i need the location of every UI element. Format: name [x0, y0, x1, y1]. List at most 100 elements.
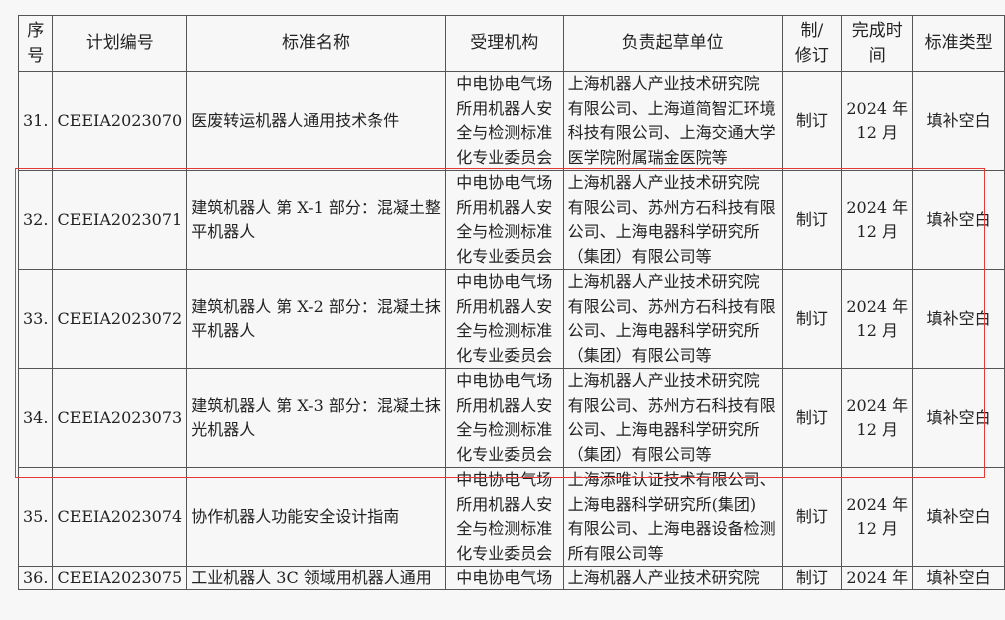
cell-revision-type: 制订: [781, 368, 843, 468]
table-row: 31. CEEIA2023070 医废转运机器人通用技术条件 中电协电气场 所用机器人安…: [17, 71, 1005, 171]
cell-completion-time: 2024 年 12 月: [841, 269, 914, 369]
cell-line: 全与检测标准: [456, 420, 553, 439]
cell-line: 化专业委员会: [456, 543, 553, 563]
cell-line: 公司、上海电器科学研究所: [567, 420, 760, 439]
cell-line: 上海机器人产业技术研究院: [567, 371, 760, 390]
cell-plan-code: CEEIA2023075: [52, 566, 188, 590]
cell-completion-time: 2024 年 12 月: [841, 368, 914, 468]
cell-revision-type: 制订: [781, 467, 843, 567]
cell-line: 12 月: [856, 420, 898, 439]
table-row: 32. CEEIA2023071 建筑机器人 第 X-1 部分：混凝土整 平机器人 中电…: [17, 170, 1005, 270]
cell-standard-type: 填补空白: [912, 566, 1005, 590]
cell-standard-type: 填补空白: [912, 467, 1005, 567]
cell-line: 光机器人: [191, 420, 256, 439]
cell-line: 建筑机器人 第 X-2 部分：混凝土抹: [191, 296, 441, 316]
header-text: 序: [27, 20, 45, 41]
header-standard-name: 标准名称: [186, 15, 446, 72]
cell-standard-name: 建筑机器人 第 X-3 部分：混凝土抹 光机器人: [186, 368, 446, 468]
header-text: 修订: [794, 45, 829, 66]
cell-line: 所用机器人安: [456, 296, 553, 316]
cell-line: 2024 年: [846, 197, 909, 217]
header-seq: 序号: [17, 15, 54, 72]
header-accepting-org: 受理机构: [444, 15, 564, 72]
cell-line: 科技有限公司、上海交通大学: [567, 123, 776, 142]
cell-line: 全与检测标准: [456, 519, 553, 538]
cell-drafting-unit: 上海机器人产业技术研究院 有限公司、苏州方石科技有限 公司、上海电器科学研究所 （集团…: [562, 368, 783, 468]
header-plan-code: 计划编号: [52, 15, 188, 72]
cell-line: （集团）有限公司等: [567, 345, 712, 365]
cell-line: 有限公司、上海电器设备检测: [567, 519, 776, 538]
cell-completion-time: 2024 年 12 月: [841, 170, 914, 270]
header-text: 计划编号: [85, 33, 154, 53]
cell-completion-time: 2024 年 12 月: [841, 467, 914, 567]
cell-plan-code: CEEIA2023072: [52, 269, 188, 369]
cell-drafting-unit: 上海机器人产业技术研究院 有限公司、苏州方石科技有限 公司、上海电器科学研究所 （集团…: [562, 170, 783, 270]
cell-standard-name: 建筑机器人 第 X-2 部分：混凝土抹 平机器人: [186, 269, 446, 369]
cell-line: 全与检测标准: [456, 123, 553, 142]
header-drafting-unit: 负责起草单位: [562, 15, 783, 72]
cell-line: 建筑机器人 第 X-1 部分：混凝土整: [191, 197, 441, 217]
header-text: 完成时: [851, 20, 903, 41]
cell-plan-code: CEEIA2023070: [52, 71, 188, 171]
cell-line: 中电协电气场: [456, 470, 553, 489]
cell-seq: 34.: [17, 368, 54, 468]
cell-line: 有限公司、苏州方石科技有限: [567, 296, 776, 316]
cell-line: 化专业委员会: [456, 147, 553, 167]
cell-plan-code: CEEIA2023073: [52, 368, 188, 468]
cell-drafting-unit: 上海机器人产业技术研究院 有限公司、苏州方石科技有限 公司、上海电器科学研究所 （集团…: [562, 269, 783, 369]
cell-line: 建筑机器人 第 X-3 部分：混凝土抹: [191, 395, 441, 415]
cell-line: 全与检测标准: [456, 321, 553, 340]
cell-line: 所有限公司等: [567, 543, 664, 563]
cell-line: 公司、上海电器科学研究所: [567, 321, 760, 340]
cell-line: 2024 年: [846, 494, 909, 514]
cell-completion-time: 2024 年 12 月: [841, 71, 914, 171]
cell-accepting-org: 中电协电气场: [444, 566, 564, 590]
header-completion-time: 完成时间: [841, 15, 914, 72]
table-row: 35. CEEIA2023074 协作机器人功能安全设计指南 中电协电气场 所用机器人安…: [17, 467, 1005, 567]
header-text: 受理机构: [470, 33, 539, 53]
cell-line: 所用机器人安: [456, 395, 553, 415]
cell-line: 中电协电气场: [456, 371, 553, 390]
cell-line: 中电协电气场: [456, 272, 553, 291]
standards-table: 序号计划编号 标准名称 受理机构 负责起草单位 制/修订 完成时间标准类型 31. CEEI…: [17, 15, 1005, 590]
cell-line: 化专业委员会: [456, 246, 553, 266]
cell-line: 上海添唯认证技术有限公司、: [567, 470, 776, 489]
cell-standard-name: 协作机器人功能安全设计指南: [186, 467, 446, 567]
cell-line: 工业机器人 3C 领域用机器人通用: [191, 568, 432, 587]
cell-line: 所用机器人安: [456, 197, 553, 217]
table-row: 34. CEEIA2023073 建筑机器人 第 X-3 部分：混凝土抹 光机器人 中电…: [17, 368, 1005, 468]
cell-drafting-unit: 上海添唯认证技术有限公司、 上海电器科学研究所(集团) 有限公司、上海电器设备检测所…: [562, 467, 783, 567]
cell-line: 上海机器人产业技术研究院: [567, 272, 760, 291]
cell-plan-code: CEEIA2023071: [52, 170, 188, 270]
cell-standard-type: 填补空白: [912, 368, 1005, 468]
cell-line: 医废转运机器人通用技术条件: [191, 110, 400, 130]
cell-accepting-org: 中电协电气场 所用机器人安 全与检测标准 化专业委员会: [444, 269, 564, 369]
cell-accepting-org: 中电协电气场 所用机器人安 全与检测标准 化专业委员会: [444, 71, 564, 171]
cell-line: 所用机器人安: [456, 494, 553, 514]
cell-line: 中电协电气场: [456, 74, 553, 93]
header-row: 序号计划编号 标准名称 受理机构 负责起草单位 制/修订 完成时间标准类型: [17, 15, 1005, 72]
cell-revision-type: 制订: [781, 566, 843, 590]
cell-line: 公司、上海电器科学研究所: [567, 222, 760, 241]
header-text: 间: [868, 45, 886, 66]
header-text: 标准名称: [282, 33, 351, 53]
cell-line: 2024 年: [846, 568, 909, 587]
cell-seq: 31.: [17, 71, 54, 171]
cell-line: 有限公司、苏州方石科技有限: [567, 395, 776, 415]
cell-line: 化专业委员会: [456, 345, 553, 365]
cell-accepting-org: 中电协电气场 所用机器人安 全与检测标准 化专业委员会: [444, 170, 564, 270]
cell-line: 化专业委员会: [456, 444, 553, 464]
cell-line: 医学院附属瑞金医院等: [567, 147, 728, 167]
cell-revision-type: 制订: [781, 269, 843, 369]
cell-line: 协作机器人功能安全设计指南: [191, 506, 400, 526]
cell-revision-type: 制订: [781, 170, 843, 270]
cell-line: 所用机器人安: [456, 98, 553, 118]
cell-line: 12 月: [856, 519, 898, 538]
cell-line: 上海电器科学研究所(集团): [567, 494, 757, 514]
cell-line: （集团）有限公司等: [567, 444, 712, 464]
cell-line: 2024 年: [846, 98, 909, 118]
cell-line: 中电协电气场: [456, 568, 553, 587]
header-text: 负责起草单位: [621, 33, 724, 53]
cell-seq: 35.: [17, 467, 54, 567]
header-standard-type: 标准类型: [912, 15, 1005, 72]
